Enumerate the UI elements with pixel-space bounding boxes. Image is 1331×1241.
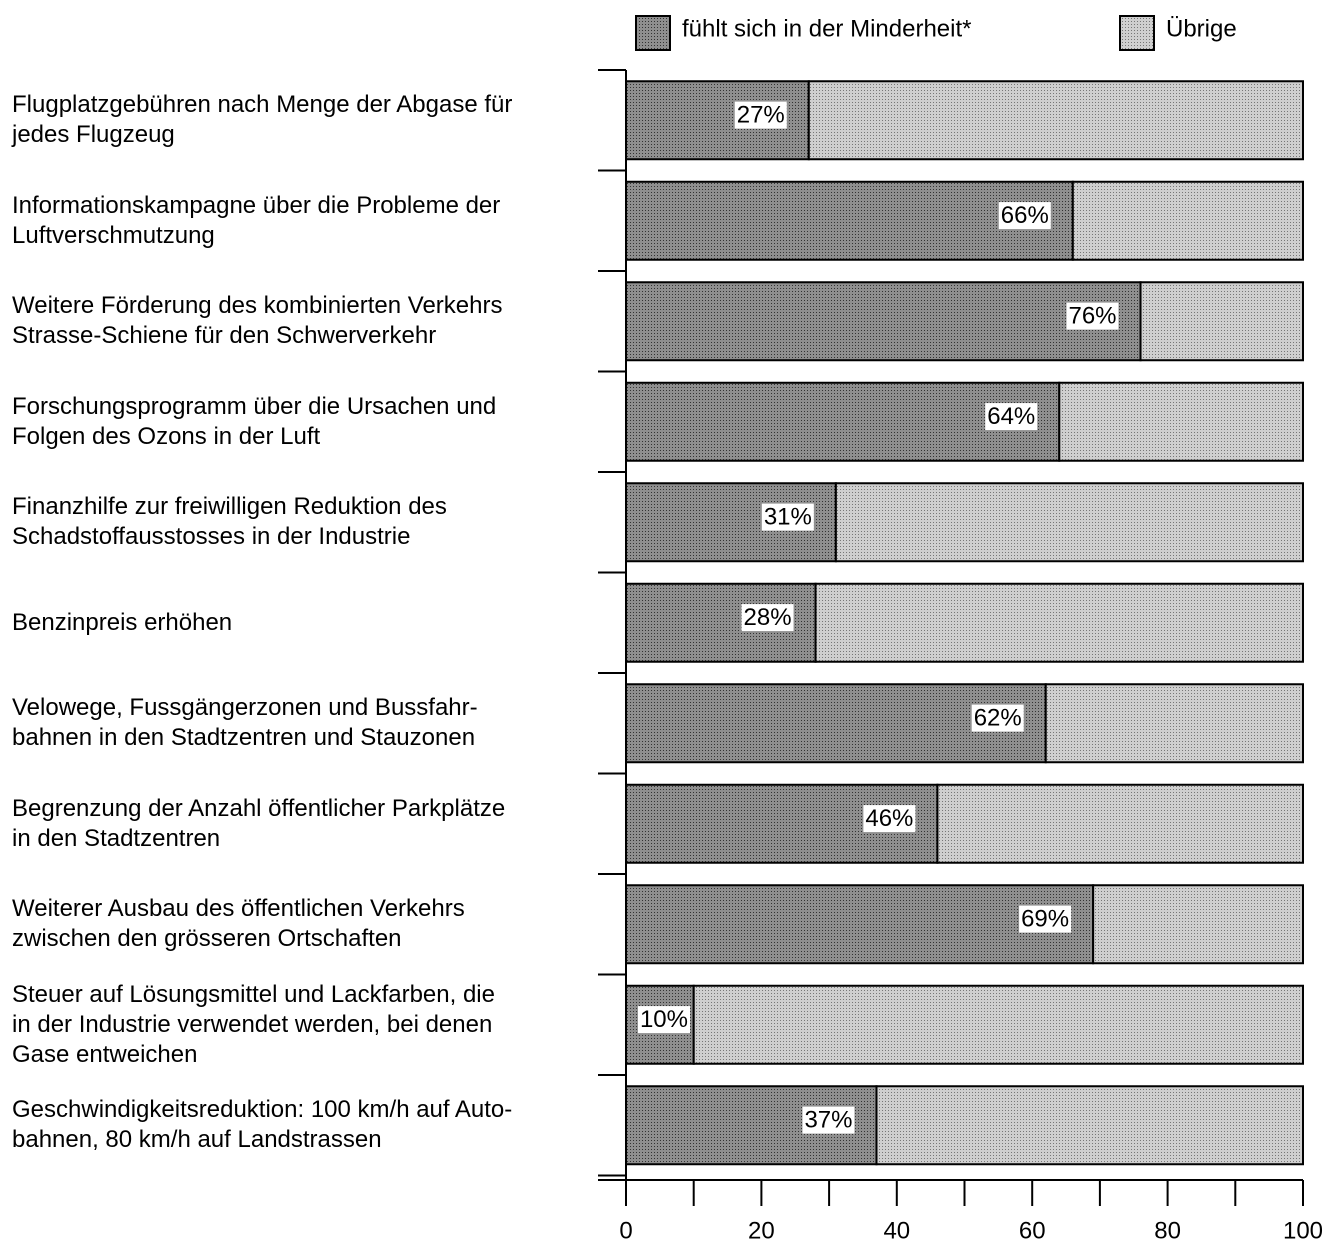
x-tick-label: 40 [883,1217,910,1241]
category-label: Geschwindigkeitsreduktion: 100 km/h auf … [12,1096,513,1154]
value-label: 64% [987,403,1035,430]
category-label: Velowege, Fussgängerzonen und Bussfahr- … [12,694,478,752]
bar-segment [1044,683,1304,764]
bar-segment [1092,884,1304,965]
category-label: Weiterer Ausbau des öffentlichen Verkehr… [12,895,465,953]
value-label: 27% [737,102,785,129]
value-label-bg [998,202,1051,230]
category-label: Benzinpreis erhöhen [12,608,233,636]
value-label: 76% [1068,303,1116,330]
value-label: 62% [974,705,1022,732]
legend-swatch [1119,15,1155,51]
category-label: Begrenzung der Anzahl öffentlicher Parkp… [12,794,506,852]
bar-segment [875,1085,1304,1166]
category-label: Steuer auf Lösungsmittel und Lackfarben,… [12,980,495,1068]
legend-label: Übrige [1166,15,1237,42]
bar-segment [936,783,1304,864]
x-tick-label: 20 [748,1217,775,1241]
category-label: Informationskampagne über die Probleme d… [12,191,501,249]
value-label-bg [971,704,1024,732]
bar-segment [814,582,1304,663]
value-label: 28% [744,604,792,631]
value-label: 46% [865,805,913,832]
value-label-bg [1019,905,1072,933]
bar-segment [1071,180,1304,261]
bar-segment [834,482,1304,563]
bar-segment [807,80,1304,161]
category-label: Flugplatzgebühren nach Menge der Abgase … [12,91,513,149]
value-label-bg [637,1006,690,1034]
legend-swatch [635,15,671,51]
bar-segment [1139,281,1305,362]
value-label-bg [1066,302,1119,330]
bar-segment [692,984,1304,1065]
bar-segment [1058,381,1305,462]
value-label-bg [863,805,916,833]
value-label: 66% [1001,202,1049,229]
value-label-bg [734,101,787,129]
category-label: Weitere Förderung des kombinierten Verke… [12,292,503,350]
value-label-bg [802,1106,855,1134]
x-tick-label: 60 [1019,1217,1046,1241]
value-label: 69% [1021,906,1069,933]
category-label: Forschungsprogramm über die Ursachen und… [12,392,497,450]
bar-segment [625,281,1142,362]
value-label: 10% [640,1006,688,1033]
bar-segment [625,884,1095,965]
value-label-bg [741,604,794,632]
bar-segment [625,180,1074,261]
category-label: Finanzhilfe zur freiwilligen Reduktion d… [12,493,447,551]
x-tick-label: 80 [1154,1217,1181,1241]
value-label-bg [985,403,1038,431]
value-label: 31% [764,504,812,531]
value-label: 37% [804,1107,852,1134]
x-tick-label: 100 [1283,1217,1323,1241]
legend-label: fühlt sich in der Minderheit* [682,15,971,42]
x-tick-label: 0 [619,1217,632,1241]
value-label-bg [761,503,814,531]
